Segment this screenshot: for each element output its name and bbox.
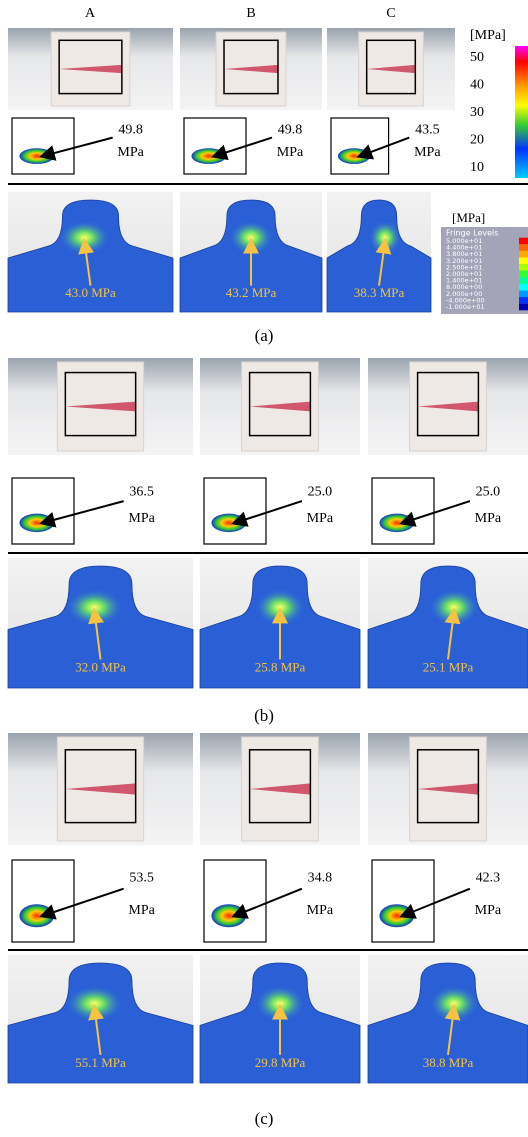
fe-value: 43.2 MPa xyxy=(226,285,277,300)
column-label: C xyxy=(386,6,395,21)
scale-tick: 20 xyxy=(470,133,484,148)
film-value: 42.3 xyxy=(476,870,501,885)
fe-value: 55.1 MPa xyxy=(75,1055,126,1070)
film-value: 43.5 xyxy=(415,123,440,138)
film-unit: MPa xyxy=(117,145,144,160)
film-box xyxy=(12,860,74,942)
fe-swatch xyxy=(519,284,528,291)
scale-tick: 30 xyxy=(470,105,484,120)
film-unit: MPa xyxy=(414,145,441,160)
pressure-blob xyxy=(338,148,370,164)
film-box xyxy=(204,478,266,544)
fe-value: 29.8 MPa xyxy=(255,1055,306,1070)
fe-value: 25.1 MPa xyxy=(423,659,474,674)
film-box xyxy=(12,478,74,544)
fe-swatch xyxy=(519,258,528,265)
pressure-blob xyxy=(379,514,414,532)
fe-swatch xyxy=(519,271,528,278)
film-value: 25.0 xyxy=(308,485,333,500)
film-value: 36.5 xyxy=(129,485,154,500)
film-box xyxy=(12,118,74,174)
fe-swatch xyxy=(519,291,528,298)
film-value: 34.8 xyxy=(308,870,333,885)
film-unit: MPa xyxy=(128,903,155,918)
film-unit: MPa xyxy=(307,903,334,918)
fe-hotspot xyxy=(66,589,123,625)
film-value: 49.8 xyxy=(118,123,143,138)
film-unit: MPa xyxy=(475,903,502,918)
film-value: 49.8 xyxy=(278,123,303,138)
scale-unit: [MPa] xyxy=(470,28,506,43)
fe-value: 25.8 MPa xyxy=(255,659,306,674)
fe-hotspot xyxy=(66,986,123,1022)
page: A B C 49.8 MPa 43.0 MPa 49.8 MPa 43.2 MPa 43.5 MPa… xyxy=(0,0,528,1137)
fe-value: 43.0 MPa xyxy=(65,285,116,300)
fe-hotspot xyxy=(369,221,401,255)
film-box xyxy=(331,118,389,174)
fe-swatch xyxy=(519,244,528,251)
film-unit: MPa xyxy=(128,511,155,526)
pressure-blob xyxy=(379,904,414,927)
fe-swatch xyxy=(519,277,528,284)
pressure-blob xyxy=(211,904,246,927)
color-bar xyxy=(515,46,528,178)
film-box xyxy=(372,478,434,544)
panel-label: (a) xyxy=(255,326,274,345)
panel-label: (c) xyxy=(255,1109,274,1128)
scale-tick: 40 xyxy=(470,78,484,93)
film-value: 25.0 xyxy=(476,485,501,500)
film-unit: MPa xyxy=(307,511,334,526)
film-box xyxy=(184,118,246,174)
panel-label: (b) xyxy=(254,706,274,725)
fe-unit: [MPa] xyxy=(452,210,485,225)
pressure-blob xyxy=(211,514,246,532)
fe-level: -1.000e+01 xyxy=(446,303,485,311)
pressure-blob xyxy=(191,148,226,164)
pressure-blob xyxy=(19,514,54,532)
fe-swatch xyxy=(519,264,528,271)
film-value: 53.5 xyxy=(129,870,154,885)
film-unit: MPa xyxy=(475,511,502,526)
pressure-blob xyxy=(19,904,54,927)
scale-tick: 50 xyxy=(470,50,484,65)
fe-value: 38.8 MPa xyxy=(423,1055,474,1070)
fe-value: 38.3 MPa xyxy=(354,285,405,300)
pressure-blob xyxy=(19,148,54,164)
film-box xyxy=(372,860,434,942)
scale-tick: 10 xyxy=(470,160,484,175)
column-label: B xyxy=(246,6,255,21)
fe-swatch xyxy=(519,251,528,258)
column-label: A xyxy=(85,6,96,21)
fe-hotspot xyxy=(430,589,479,625)
film-box xyxy=(204,860,266,942)
fe-swatch xyxy=(519,238,528,245)
fe-value: 32.0 MPa xyxy=(75,659,126,674)
fe-swatch xyxy=(519,297,528,304)
fe-hotspot xyxy=(430,986,479,1022)
fe-hotspot xyxy=(59,221,109,255)
film-unit: MPa xyxy=(277,145,304,160)
fe-swatch xyxy=(519,304,528,311)
figure: A B C 49.8 MPa 43.0 MPa 49.8 MPa 43.2 MPa 43.5 MPa… xyxy=(0,0,528,1137)
